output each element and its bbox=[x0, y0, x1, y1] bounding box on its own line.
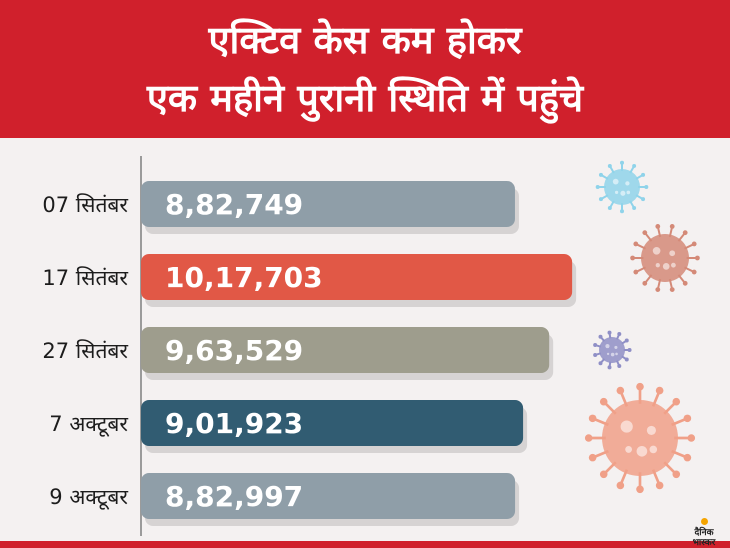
virus-icon bbox=[630, 224, 700, 292]
bar-value-label: 9,01,923 bbox=[165, 407, 303, 440]
virus-icon bbox=[595, 160, 649, 214]
category-label: 7 अक्टूबर bbox=[49, 412, 128, 437]
bar bbox=[141, 327, 550, 373]
category-label: 17 सितंबर bbox=[42, 266, 128, 290]
title-line-2: एक महीने पुरानी स्थिति में पहुंचे bbox=[146, 76, 584, 120]
bar-value-label: 9,63,529 bbox=[165, 334, 303, 367]
bar-chart: 8,82,749 07 सितंबर 10,17,703 17 सितंबर 9,63,… bbox=[42, 156, 700, 536]
logo-dot-icon bbox=[700, 518, 708, 525]
brand-logo: दैनिक भास्कर bbox=[682, 518, 726, 548]
header-banner: एक्टिव केस कम होकर एक महीने पुरानी स्थित… bbox=[0, 0, 730, 138]
bar bbox=[141, 254, 573, 300]
bar-value-label: 8,82,749 bbox=[165, 188, 303, 221]
bar bbox=[141, 473, 516, 519]
category-label: 07 सितंबर bbox=[42, 193, 128, 217]
title-line-1: एक्टिव केस कम होकर bbox=[208, 18, 522, 62]
category-label: 9 अक्टूबर bbox=[49, 485, 128, 510]
category-label: 27 सितंबर bbox=[42, 339, 128, 363]
logo-text: दैनिक भास्कर bbox=[692, 528, 716, 548]
bar-value-label: 10,17,703 bbox=[165, 261, 323, 294]
bottom-strip bbox=[0, 541, 730, 548]
virus-icon bbox=[593, 330, 632, 370]
bar bbox=[141, 181, 515, 227]
bar bbox=[141, 400, 524, 446]
bar-value-label: 8,82,997 bbox=[165, 480, 303, 513]
virus-icon bbox=[584, 382, 696, 494]
